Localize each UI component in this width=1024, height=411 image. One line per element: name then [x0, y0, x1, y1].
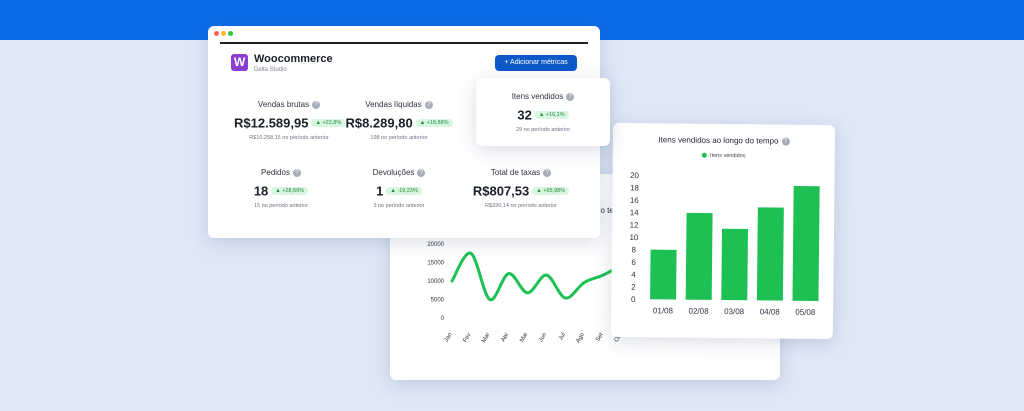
bar: [650, 249, 677, 300]
help-icon[interactable]: ?: [417, 168, 426, 177]
metric-value: 32: [517, 107, 532, 123]
change-badge: ▲ +65,98%: [532, 186, 570, 195]
x-tick-label: 02/08: [688, 307, 709, 316]
bar: [756, 207, 784, 301]
metric-previous: 198 no período anterior: [370, 135, 428, 141]
x-tick-label: Abr: [501, 332, 511, 343]
metric-vendas-liquidas[interactable]: Vendas líquidas? R$8.289,80 ▲ +16,88% 198…: [344, 100, 454, 141]
metric-label: Vendas líquidas: [365, 100, 422, 109]
help-icon[interactable]: ?: [312, 100, 321, 109]
help-icon[interactable]: ?: [543, 168, 552, 177]
metric-label: Itens vendidos: [511, 92, 564, 101]
change-value: +65,98%: [543, 187, 566, 194]
metric-label: Total de taxas: [490, 168, 541, 177]
help-icon[interactable]: ?: [566, 92, 575, 101]
window-titlebar: [208, 26, 600, 42]
metric-value: R$8.289,80: [345, 115, 413, 131]
store-title: Woocommerce: [254, 53, 333, 65]
x-tick-label: 03/08: [724, 307, 745, 316]
x-tick-label: Fev: [462, 332, 472, 344]
x-tick-label: Jan: [444, 332, 454, 343]
metric-value: R$807,53: [472, 183, 530, 199]
line-chart-title: do te: [596, 206, 614, 215]
y-tick-label: 18: [630, 183, 640, 192]
y-tick-label: 6: [631, 258, 636, 267]
help-icon[interactable]: ?: [424, 100, 433, 109]
bar: [721, 228, 749, 301]
x-tick-label: Ago: [575, 331, 586, 344]
bar: [792, 186, 820, 302]
x-tick-label: Out: [614, 332, 624, 344]
maximize-dot-icon[interactable]: [228, 31, 233, 36]
x-tick-label: 04/08: [760, 307, 781, 316]
y-tick-label: 2: [631, 283, 636, 292]
x-tick-label: 05/08: [795, 308, 816, 317]
metric-value: R$12.589,95: [234, 115, 309, 131]
change-value: +22,8%: [322, 119, 342, 126]
close-dot-icon[interactable]: [214, 31, 219, 36]
itens-vendidos-card[interactable]: Itens vendidos? 32 ▲ +16,1% 29 no período…: [476, 78, 610, 146]
y-tick-label: 14: [630, 208, 640, 217]
y-tick-label: 20: [630, 171, 640, 180]
line-chart: 20000 15000 10000 5000 0 Jan Fev Mar Abr Mai Jun Ju…: [427, 242, 624, 344]
change-badge: ▲ +22,8%: [311, 118, 346, 127]
x-tick-label: Set: [595, 332, 605, 343]
series-line: [450, 251, 624, 302]
store-subtitle: Delta Studio: [254, 67, 287, 73]
change-value: +16,1%: [545, 111, 565, 118]
x-tick-label: Jul: [558, 332, 567, 342]
metric-previous: 29 no período anterior: [515, 127, 571, 133]
change-badge: ▲ +16,88%: [415, 118, 453, 127]
change-badge: ▲ -19,23%: [386, 186, 422, 195]
minimize-dot-icon[interactable]: [221, 31, 226, 36]
y-tick-label: 4: [631, 270, 636, 279]
y-tick-label: 8: [632, 245, 637, 254]
change-badge: ▲ +16,1%: [534, 110, 569, 119]
header-divider: [220, 42, 588, 44]
metric-previous: R$330,14 no período anterior: [485, 203, 557, 209]
metric-previous: 3 no período anterior: [373, 203, 425, 209]
metric-vendas-brutas[interactable]: Vendas brutas? R$12.589,95 ▲ +22,8% R$10.…: [234, 100, 346, 141]
bar-chart-card: Itens vendidos ao longo do tempo? Itens …: [610, 122, 836, 340]
metric-previous: 15 no período anterior: [253, 203, 309, 209]
x-tick-label: Mar: [481, 332, 491, 344]
metric-label: Devoluções: [372, 168, 415, 177]
x-tick-label: 01/08: [653, 306, 674, 315]
x-tick-label: Jun: [538, 332, 548, 343]
metric-value: 1: [376, 183, 384, 199]
metric-total-taxas[interactable]: Total de taxas? R$807,53 ▲ +65,98% R$330,…: [466, 168, 576, 209]
y-tick-label: 10: [629, 233, 639, 242]
y-tick-label: 20000: [427, 242, 444, 248]
metric-pedidos[interactable]: Pedidos? 18 ▲ +28,66% 15 no período anter…: [226, 168, 336, 209]
metric-value: 18: [253, 183, 269, 199]
add-metrics-button[interactable]: + Adicionar métricas: [495, 55, 577, 71]
help-icon[interactable]: ?: [292, 168, 301, 177]
y-tick-label: 0: [441, 316, 445, 322]
change-value: +28,66%: [282, 187, 305, 194]
change-value: +16,88%: [426, 119, 449, 126]
y-tick-label: 16: [630, 196, 640, 205]
y-tick-label: 15000: [427, 261, 444, 267]
y-tick-label: 5000: [431, 298, 445, 304]
y-tick-label: 12: [630, 221, 640, 230]
metric-previous: R$10.258,15 no período anterior: [249, 135, 329, 141]
bar: [685, 212, 713, 300]
y-tick-label: 0: [631, 295, 636, 304]
change-value: -19,23%: [397, 187, 418, 194]
metric-itens-vendidos: Itens vendidos? 32 ▲ +16,1% 29 no período…: [488, 92, 598, 133]
x-tick-label: Mai: [519, 332, 529, 343]
y-tick-label: 10000: [427, 279, 444, 285]
metric-label: Pedidos: [261, 168, 290, 177]
woocommerce-logo-icon: W: [231, 54, 248, 71]
change-badge: ▲ +28,66%: [271, 186, 309, 195]
metric-devolucoes[interactable]: Devoluções? 1 ▲ -19,23% 3 no período ante…: [344, 168, 454, 209]
metric-label: Vendas brutas: [257, 100, 310, 109]
